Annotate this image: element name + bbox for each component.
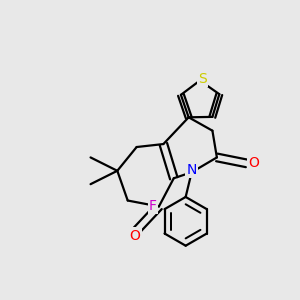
Text: S: S (198, 72, 207, 86)
Text: F: F (149, 199, 157, 213)
Text: O: O (130, 229, 141, 243)
Text: N: N (186, 163, 197, 177)
Text: O: O (249, 156, 260, 170)
